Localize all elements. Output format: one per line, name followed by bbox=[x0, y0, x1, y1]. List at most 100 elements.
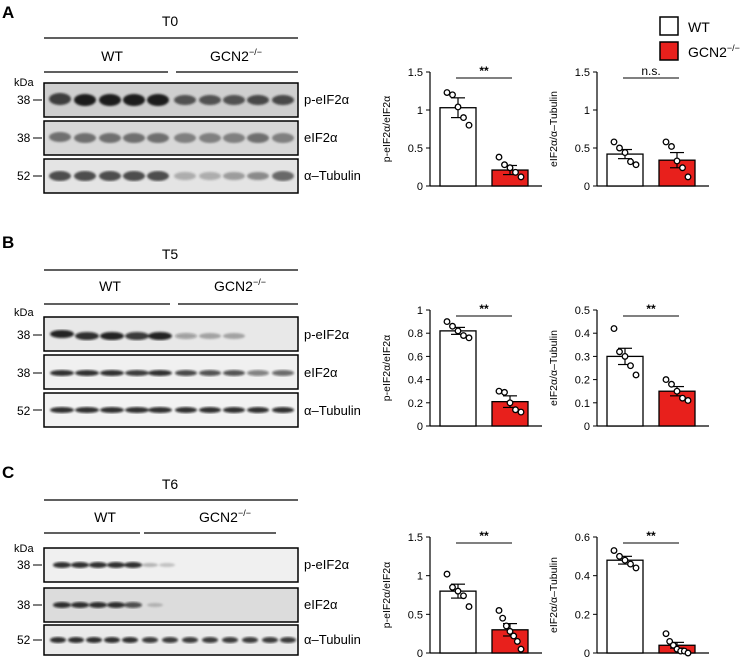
blot-bands bbox=[49, 93, 294, 106]
blot-tubulin: 52 α–Tubulin bbox=[17, 158, 361, 194]
band bbox=[89, 562, 107, 568]
band bbox=[272, 171, 294, 181]
data-point bbox=[517, 173, 525, 181]
band bbox=[71, 602, 89, 608]
y-tick-label: 1.5 bbox=[575, 67, 590, 79]
band bbox=[148, 332, 172, 340]
band bbox=[99, 133, 121, 143]
blot-eif2a: 38 eIF2α bbox=[17, 354, 338, 390]
y-tick-label: 0.1 bbox=[575, 398, 590, 410]
y-axis-label: eIF2α/α–Tubulin bbox=[548, 91, 560, 167]
y-tick-label: 0.6 bbox=[408, 351, 423, 363]
y-tick-label: 0.5 bbox=[408, 609, 423, 621]
band bbox=[74, 171, 96, 181]
band bbox=[199, 133, 221, 143]
significance-label: ** bbox=[479, 302, 489, 316]
data-point bbox=[454, 587, 462, 595]
data-point bbox=[517, 408, 525, 416]
data-point bbox=[506, 164, 514, 172]
y-tick-label: 0.4 bbox=[575, 328, 590, 340]
band bbox=[107, 602, 125, 608]
band bbox=[272, 407, 294, 413]
data-point bbox=[662, 630, 670, 638]
band bbox=[75, 332, 99, 340]
legend-swatch-wt bbox=[659, 16, 679, 36]
band bbox=[147, 171, 169, 181]
blot-label: p-eIF2α bbox=[304, 557, 350, 572]
y-tick-label: 0 bbox=[584, 648, 590, 659]
data-point bbox=[506, 399, 514, 407]
band bbox=[202, 637, 218, 643]
band bbox=[50, 407, 74, 413]
y-tick-label: 0.6 bbox=[575, 532, 590, 544]
band bbox=[125, 370, 149, 376]
blot-bands bbox=[53, 562, 175, 568]
data-point bbox=[621, 149, 629, 157]
data-point bbox=[460, 114, 467, 122]
blot-eif2a: 38 eIF2α bbox=[17, 120, 338, 156]
legend-swatch-ko bbox=[659, 41, 679, 61]
band bbox=[74, 133, 96, 143]
band bbox=[89, 602, 107, 608]
band bbox=[125, 332, 149, 340]
data-point bbox=[512, 406, 519, 414]
band bbox=[86, 637, 102, 643]
band bbox=[174, 95, 196, 105]
data-point bbox=[668, 380, 675, 388]
band bbox=[122, 637, 138, 643]
data-point bbox=[679, 164, 686, 172]
band bbox=[280, 637, 296, 643]
band bbox=[182, 637, 198, 643]
band bbox=[247, 95, 269, 105]
y-tick-label: 0.4 bbox=[575, 571, 590, 583]
y-tick-label: 0 bbox=[417, 421, 423, 433]
y-tick-label: 0 bbox=[417, 648, 423, 659]
mw-marker: 38 bbox=[17, 598, 31, 612]
band bbox=[100, 407, 124, 413]
data-point bbox=[510, 632, 518, 640]
blot-bands bbox=[50, 637, 296, 643]
band bbox=[175, 407, 197, 413]
data-point bbox=[616, 552, 623, 560]
data-point bbox=[673, 387, 681, 395]
data-point bbox=[465, 121, 473, 129]
blot-label: α–Tubulin bbox=[304, 632, 361, 647]
band bbox=[53, 602, 71, 608]
data-point bbox=[610, 325, 618, 333]
significance-label: ** bbox=[479, 64, 489, 78]
band bbox=[272, 95, 294, 105]
band bbox=[148, 407, 172, 413]
band bbox=[222, 637, 238, 643]
band bbox=[174, 133, 196, 143]
band bbox=[175, 333, 197, 339]
bar bbox=[658, 390, 696, 427]
band bbox=[147, 603, 163, 607]
data-point bbox=[443, 89, 451, 96]
bar bbox=[439, 330, 477, 427]
band bbox=[199, 407, 221, 413]
data-point bbox=[460, 332, 467, 339]
band bbox=[174, 172, 196, 180]
kda-label: kDa bbox=[14, 77, 34, 89]
chart-c-2: 0 0.2 0.4 0.6 eIF2α/α–Tubulin ** bbox=[548, 529, 709, 659]
data-point bbox=[627, 362, 634, 370]
data-point bbox=[506, 627, 514, 635]
blot-eif2a: 38 eIF2α bbox=[17, 587, 338, 623]
y-tick-label: 0.2 bbox=[408, 398, 423, 410]
mw-marker: 38 bbox=[17, 558, 31, 572]
blot-tubulin: 52 α–Tubulin bbox=[17, 624, 361, 656]
panel-c: C T6 WT GCN2−/− kDa 38 p-eIF2α bbox=[2, 463, 709, 659]
band bbox=[68, 637, 84, 643]
data-point bbox=[679, 394, 686, 402]
data-point bbox=[513, 637, 521, 645]
band bbox=[147, 94, 169, 106]
blot-bands bbox=[49, 171, 294, 181]
y-tick-label: 0 bbox=[417, 181, 423, 193]
data-point bbox=[443, 570, 451, 578]
blot-tubulin: 52 α–Tubulin bbox=[17, 392, 361, 428]
band bbox=[223, 407, 245, 413]
data-point bbox=[684, 397, 692, 404]
y-axis-label: eIF2α/α–Tubulin bbox=[548, 557, 560, 633]
band bbox=[247, 172, 269, 180]
group-label-ko: GCN2−/− bbox=[210, 47, 262, 64]
